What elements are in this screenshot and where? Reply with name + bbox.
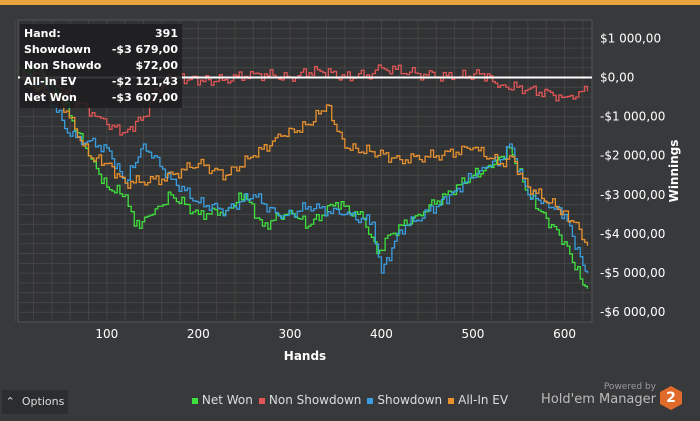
legend-item[interactable]: All-In EV [448,393,508,407]
chevron-up-icon: ⌃ [5,395,15,408]
x-tick-label: 100 [95,327,118,341]
y-tick-label: -$3 000,00 [600,188,665,202]
tooltip-value: 391 [155,27,178,40]
powered-by-text: Powered by [603,382,656,392]
tooltip-label: Net Won [24,91,77,104]
legend-swatch [258,398,265,404]
tooltip-value: -$3 679,00 [111,43,178,56]
tooltip-label: All-In EV [24,75,77,88]
x-tick-label: 300 [278,327,301,341]
series-line-net-won [19,65,589,289]
legend-label: Non Showdown [268,393,362,407]
x-tick-label: 600 [553,327,576,341]
tooltip-value: $72,00 [135,59,178,72]
y-tick-label: -$1 000,00 [600,110,665,124]
y-tick-label: $1 000,00 [600,31,661,45]
x-tick-label: 400 [370,327,393,341]
y-tick-label: -$2 000,00 [600,149,665,163]
tooltip-label: Showdown [24,43,91,56]
series-line-showdown [19,74,589,274]
y-tick-label: -$4 000,00 [600,227,665,241]
tooltip-value: -$2 121,43 [111,75,178,88]
series-line-non-showdown [19,64,589,136]
x-axis-label: Hands [284,349,326,363]
y-tick-label: -$6 000,00 [600,305,665,319]
legend-label: Net Won [201,393,253,407]
y-tick-label: $0,00 [600,71,634,85]
options-button[interactable]: ⌃ Options [2,390,68,414]
window-top-bar [0,0,700,5]
tooltip-value: -$3 607,00 [111,91,178,104]
legend-swatch [448,398,455,404]
legend: Net Won Non Showdown Showdown All-In EV [0,393,700,407]
tooltip-label: Hand: [24,27,61,40]
brand-name: Hold'em Manager [541,392,656,407]
y-axis-label: Winnings [667,140,681,203]
legend-label: Showdown [377,393,443,407]
legend-item[interactable]: Net Won [191,393,253,407]
brand: Powered by Hold'em Manager [541,382,656,407]
legend-item[interactable]: Non Showdown [258,393,362,407]
series-line-all-in-ev [19,75,589,246]
hover-tooltip: Hand: 391 Showdown -$3 679,00 Non Showdown… [20,24,182,108]
legend-item[interactable]: Showdown [367,393,442,407]
legend-label: All-In EV [458,393,509,407]
hem-logo-icon: 2 [660,386,682,410]
options-label: Options [21,395,65,408]
x-tick-label: 200 [187,327,210,341]
tooltip-label: Non Showdown [24,59,102,72]
x-tick-label: 500 [462,327,485,341]
y-tick-label: -$5 000,00 [600,266,665,280]
legend-swatch [367,398,374,404]
legend-swatch [191,398,198,404]
